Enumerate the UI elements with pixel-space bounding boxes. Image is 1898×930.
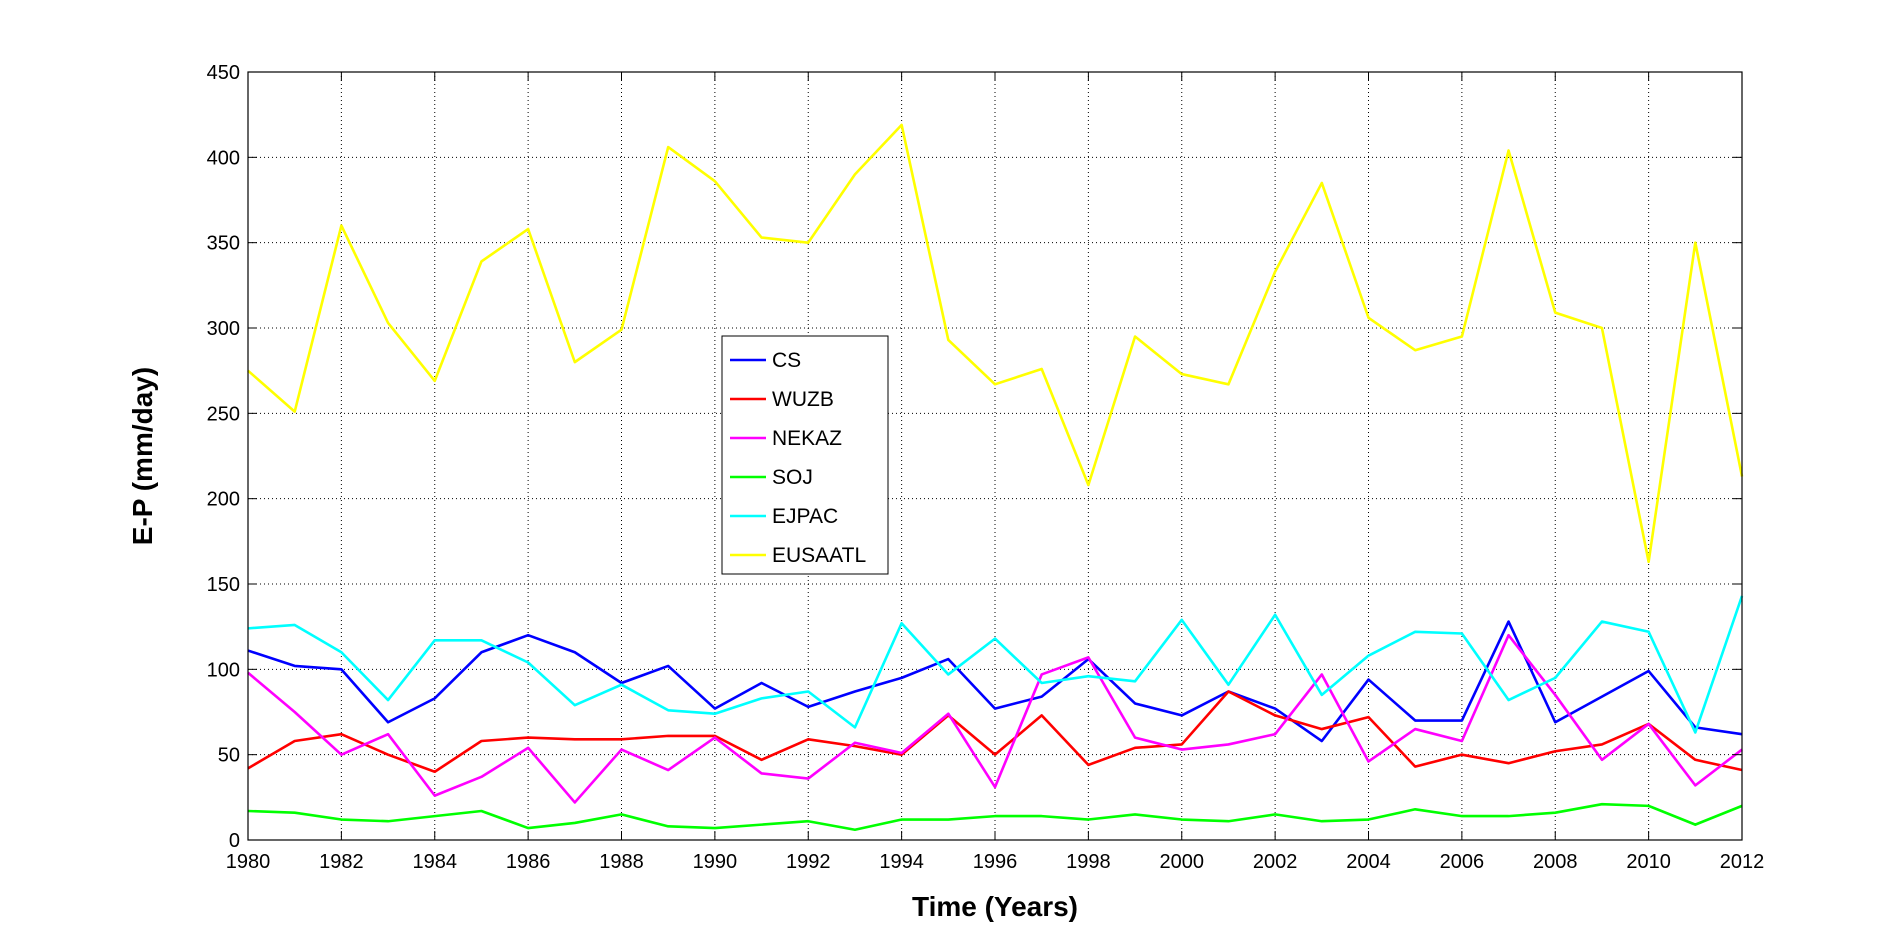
series-line-nekaz [247, 633, 1743, 804]
series-line-soj [247, 802, 1743, 832]
series-layer [247, 123, 1744, 832]
x-tick-label: 1990 [693, 851, 738, 873]
y-tick-label: 50 [218, 745, 240, 767]
series-line-wuzb [247, 690, 1743, 774]
x-tick-label: 1994 [879, 851, 924, 873]
x-tick-label: 2012 [1720, 851, 1765, 873]
grid-layer [248, 72, 1742, 840]
x-tick-label: 1992 [786, 851, 831, 873]
y-tick-label: 200 [207, 489, 240, 511]
y-tick-label: 450 [207, 62, 240, 84]
x-tick-label: 1982 [319, 851, 364, 873]
x-tick-label: 2004 [1346, 851, 1391, 873]
y-tick-label: 250 [207, 403, 240, 425]
legend: CS WUZB NEKAZ SOJ EJPAC EUSAATL [721, 335, 889, 575]
legend-label-eusaatl: EUSAATL [772, 544, 866, 567]
y-tick-label: 400 [207, 147, 240, 169]
legend-label-wuzb: WUZB [772, 388, 834, 411]
series-line-eusaatl [247, 123, 1744, 564]
legend-label-ejpac: EJPAC [772, 505, 838, 528]
x-tick-label: 1980 [226, 851, 271, 873]
legend-label-soj: SOJ [772, 466, 813, 489]
x-tick-label: 1984 [413, 851, 458, 873]
x-tick-label: 1986 [506, 851, 551, 873]
x-tick-label: 2002 [1253, 851, 1298, 873]
y-tick-label: 100 [207, 659, 240, 681]
x-tick-label: 1988 [599, 851, 644, 873]
x-axis-title: Time (Years) [912, 891, 1078, 922]
y-tick-label: 0 [229, 830, 240, 852]
x-tick-label: 1998 [1066, 851, 1111, 873]
legend-label-cs: CS [772, 349, 801, 372]
x-tick-label: 2010 [1626, 851, 1671, 873]
y-axis-title: E-P (mm/day) [127, 367, 158, 545]
x-tick-label: 1996 [973, 851, 1018, 873]
legend-label-nekaz: NEKAZ [772, 427, 842, 450]
axis-layer: 1980 1982 1984 1986 1988 1990 1992 1994 1996 1998… [127, 62, 1764, 922]
y-tick-label: 150 [207, 574, 240, 596]
x-tick-label: 2008 [1533, 851, 1578, 873]
x-tick-label: 2000 [1160, 851, 1205, 873]
x-tick-label: 2006 [1440, 851, 1485, 873]
y-tick-label: 350 [207, 233, 240, 255]
series-line-ejpac [247, 595, 1744, 734]
legend-box [721, 335, 889, 575]
y-tick-label: 300 [207, 318, 240, 340]
